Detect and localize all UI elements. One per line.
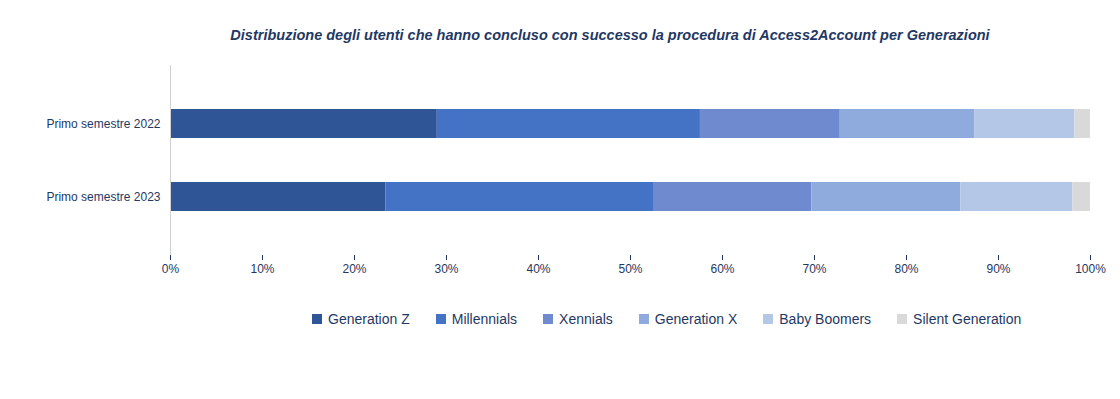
svg-text:60%: 60% bbox=[710, 262, 734, 276]
html-text:Baby Boomers: Baby Boomers bbox=[779, 311, 872, 327]
svg-text:30%: 30% bbox=[434, 262, 458, 276]
svg-text:90%: 90% bbox=[986, 262, 1010, 276]
html-text:Silent Generation: Silent Generation bbox=[913, 311, 1022, 327]
html-text:Generation Z: Generation Z bbox=[328, 311, 410, 327]
svg-text:40%: 40% bbox=[526, 262, 550, 276]
html-text:Millennials: Millennials bbox=[451, 311, 518, 327]
svg-text:100%: 100% bbox=[1075, 262, 1106, 276]
svg-text:Primo semestre 2023: Primo semestre 2023 bbox=[46, 190, 160, 204]
svg-text:Primo semestre 2022: Primo semestre 2022 bbox=[46, 117, 160, 131]
svg-text:80%: 80% bbox=[894, 262, 918, 276]
html-text:Xennials: Xennials bbox=[559, 311, 613, 327]
html-text:Generation X: Generation X bbox=[654, 311, 738, 327]
svg-text:70%: 70% bbox=[802, 262, 826, 276]
svg-text:50%: 50% bbox=[618, 262, 642, 276]
svg-text:10%: 10% bbox=[250, 262, 274, 276]
svg-text:20%: 20% bbox=[342, 262, 366, 276]
html-text:Distribuzione degli utenti che: Distribuzione degli utenti che hanno con… bbox=[230, 27, 990, 43]
svg-text:0%: 0% bbox=[162, 262, 180, 276]
